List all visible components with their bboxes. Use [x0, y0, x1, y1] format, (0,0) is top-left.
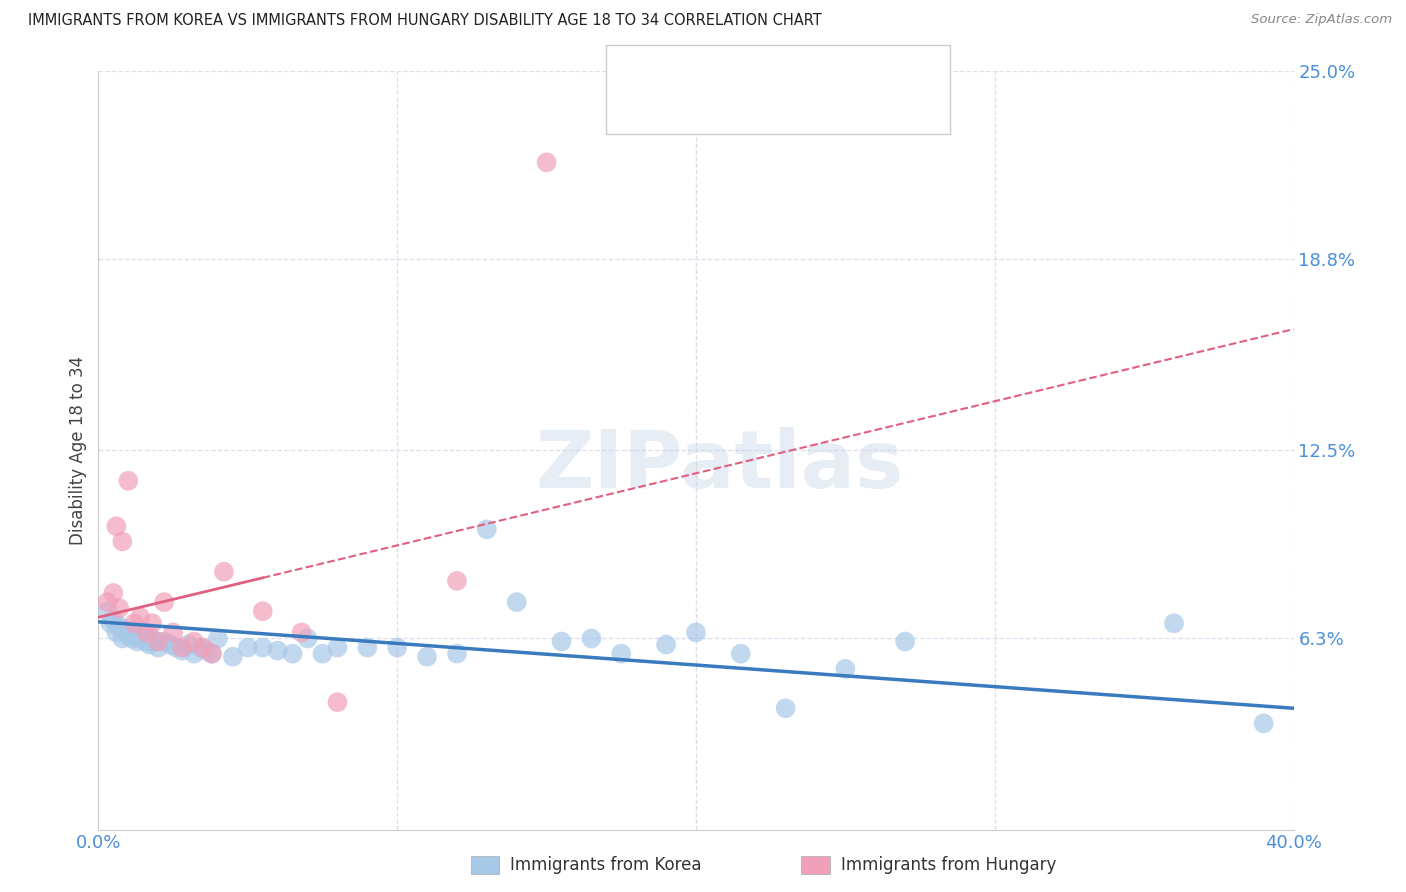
Text: Immigrants from Hungary: Immigrants from Hungary — [841, 856, 1056, 874]
Point — [132, 628, 155, 642]
Point — [172, 640, 194, 655]
Point — [326, 695, 349, 709]
Point — [326, 640, 349, 655]
Point — [96, 595, 118, 609]
Text: R =: R = — [669, 95, 709, 112]
Point — [117, 628, 139, 642]
Point — [135, 634, 157, 648]
Point — [1163, 616, 1185, 631]
Text: 0.070: 0.070 — [709, 95, 759, 112]
Point — [148, 640, 170, 655]
Point — [201, 647, 224, 661]
Point — [894, 634, 917, 648]
Point — [356, 640, 378, 655]
Point — [105, 519, 128, 533]
Point — [446, 647, 468, 661]
Point — [129, 610, 152, 624]
Point — [159, 638, 181, 652]
Point — [111, 632, 134, 646]
Text: Source: ZipAtlas.com: Source: ZipAtlas.com — [1251, 13, 1392, 27]
Point — [236, 640, 259, 655]
Point — [141, 616, 163, 631]
Point — [188, 640, 211, 655]
Point — [685, 625, 707, 640]
Point — [96, 604, 118, 618]
Point — [475, 522, 498, 536]
Point — [141, 632, 163, 646]
Point — [153, 595, 176, 609]
Point — [252, 640, 274, 655]
Point — [222, 649, 245, 664]
Point — [108, 601, 131, 615]
Point — [610, 647, 633, 661]
Point — [506, 595, 529, 609]
Point — [103, 613, 125, 627]
Point — [1253, 716, 1275, 731]
Text: N =: N = — [779, 95, 831, 112]
Point — [212, 565, 235, 579]
Point — [98, 616, 122, 631]
Point — [114, 623, 136, 637]
Point — [291, 625, 314, 640]
Bar — [627, 52, 658, 78]
Point — [138, 638, 160, 652]
Point — [201, 647, 224, 661]
Point — [124, 625, 146, 640]
Text: -0.343: -0.343 — [709, 56, 766, 74]
Point — [183, 634, 205, 648]
Point — [172, 643, 194, 657]
Point — [655, 638, 678, 652]
Bar — [627, 90, 658, 117]
Point — [143, 634, 166, 648]
Point — [153, 634, 176, 648]
Point — [311, 647, 333, 661]
Point — [111, 534, 134, 549]
Point — [550, 634, 572, 648]
Point — [108, 619, 131, 633]
Text: R =: R = — [669, 56, 709, 74]
Point — [191, 640, 214, 655]
Point — [536, 155, 558, 169]
Point — [297, 632, 319, 646]
Point — [730, 647, 752, 661]
Point — [581, 632, 603, 646]
Point — [446, 574, 468, 588]
Point — [834, 662, 856, 676]
Point — [416, 649, 439, 664]
Text: Immigrants from Korea: Immigrants from Korea — [510, 856, 702, 874]
Point — [124, 616, 146, 631]
Text: 53: 53 — [835, 56, 858, 74]
Point — [195, 643, 218, 657]
Point — [207, 632, 229, 646]
Point — [385, 640, 409, 655]
Point — [165, 640, 187, 655]
Point — [120, 632, 142, 646]
Point — [281, 647, 304, 661]
Bar — [471, 856, 499, 874]
Point — [148, 634, 170, 648]
Point — [177, 638, 200, 652]
Text: 23: 23 — [835, 95, 858, 112]
Point — [103, 586, 125, 600]
Point — [183, 647, 205, 661]
Text: N =: N = — [779, 56, 831, 74]
Y-axis label: Disability Age 18 to 34: Disability Age 18 to 34 — [69, 356, 87, 545]
Point — [267, 643, 290, 657]
Bar — [801, 856, 830, 874]
Point — [162, 625, 184, 640]
Text: ZIPatlas: ZIPatlas — [536, 426, 904, 505]
Point — [129, 632, 152, 646]
Text: IMMIGRANTS FROM KOREA VS IMMIGRANTS FROM HUNGARY DISABILITY AGE 18 TO 34 CORRELA: IMMIGRANTS FROM KOREA VS IMMIGRANTS FROM… — [28, 13, 823, 29]
Point — [117, 474, 139, 488]
Point — [775, 701, 797, 715]
Point — [252, 604, 274, 618]
Point — [105, 625, 128, 640]
Point — [127, 634, 149, 648]
Point — [135, 625, 157, 640]
